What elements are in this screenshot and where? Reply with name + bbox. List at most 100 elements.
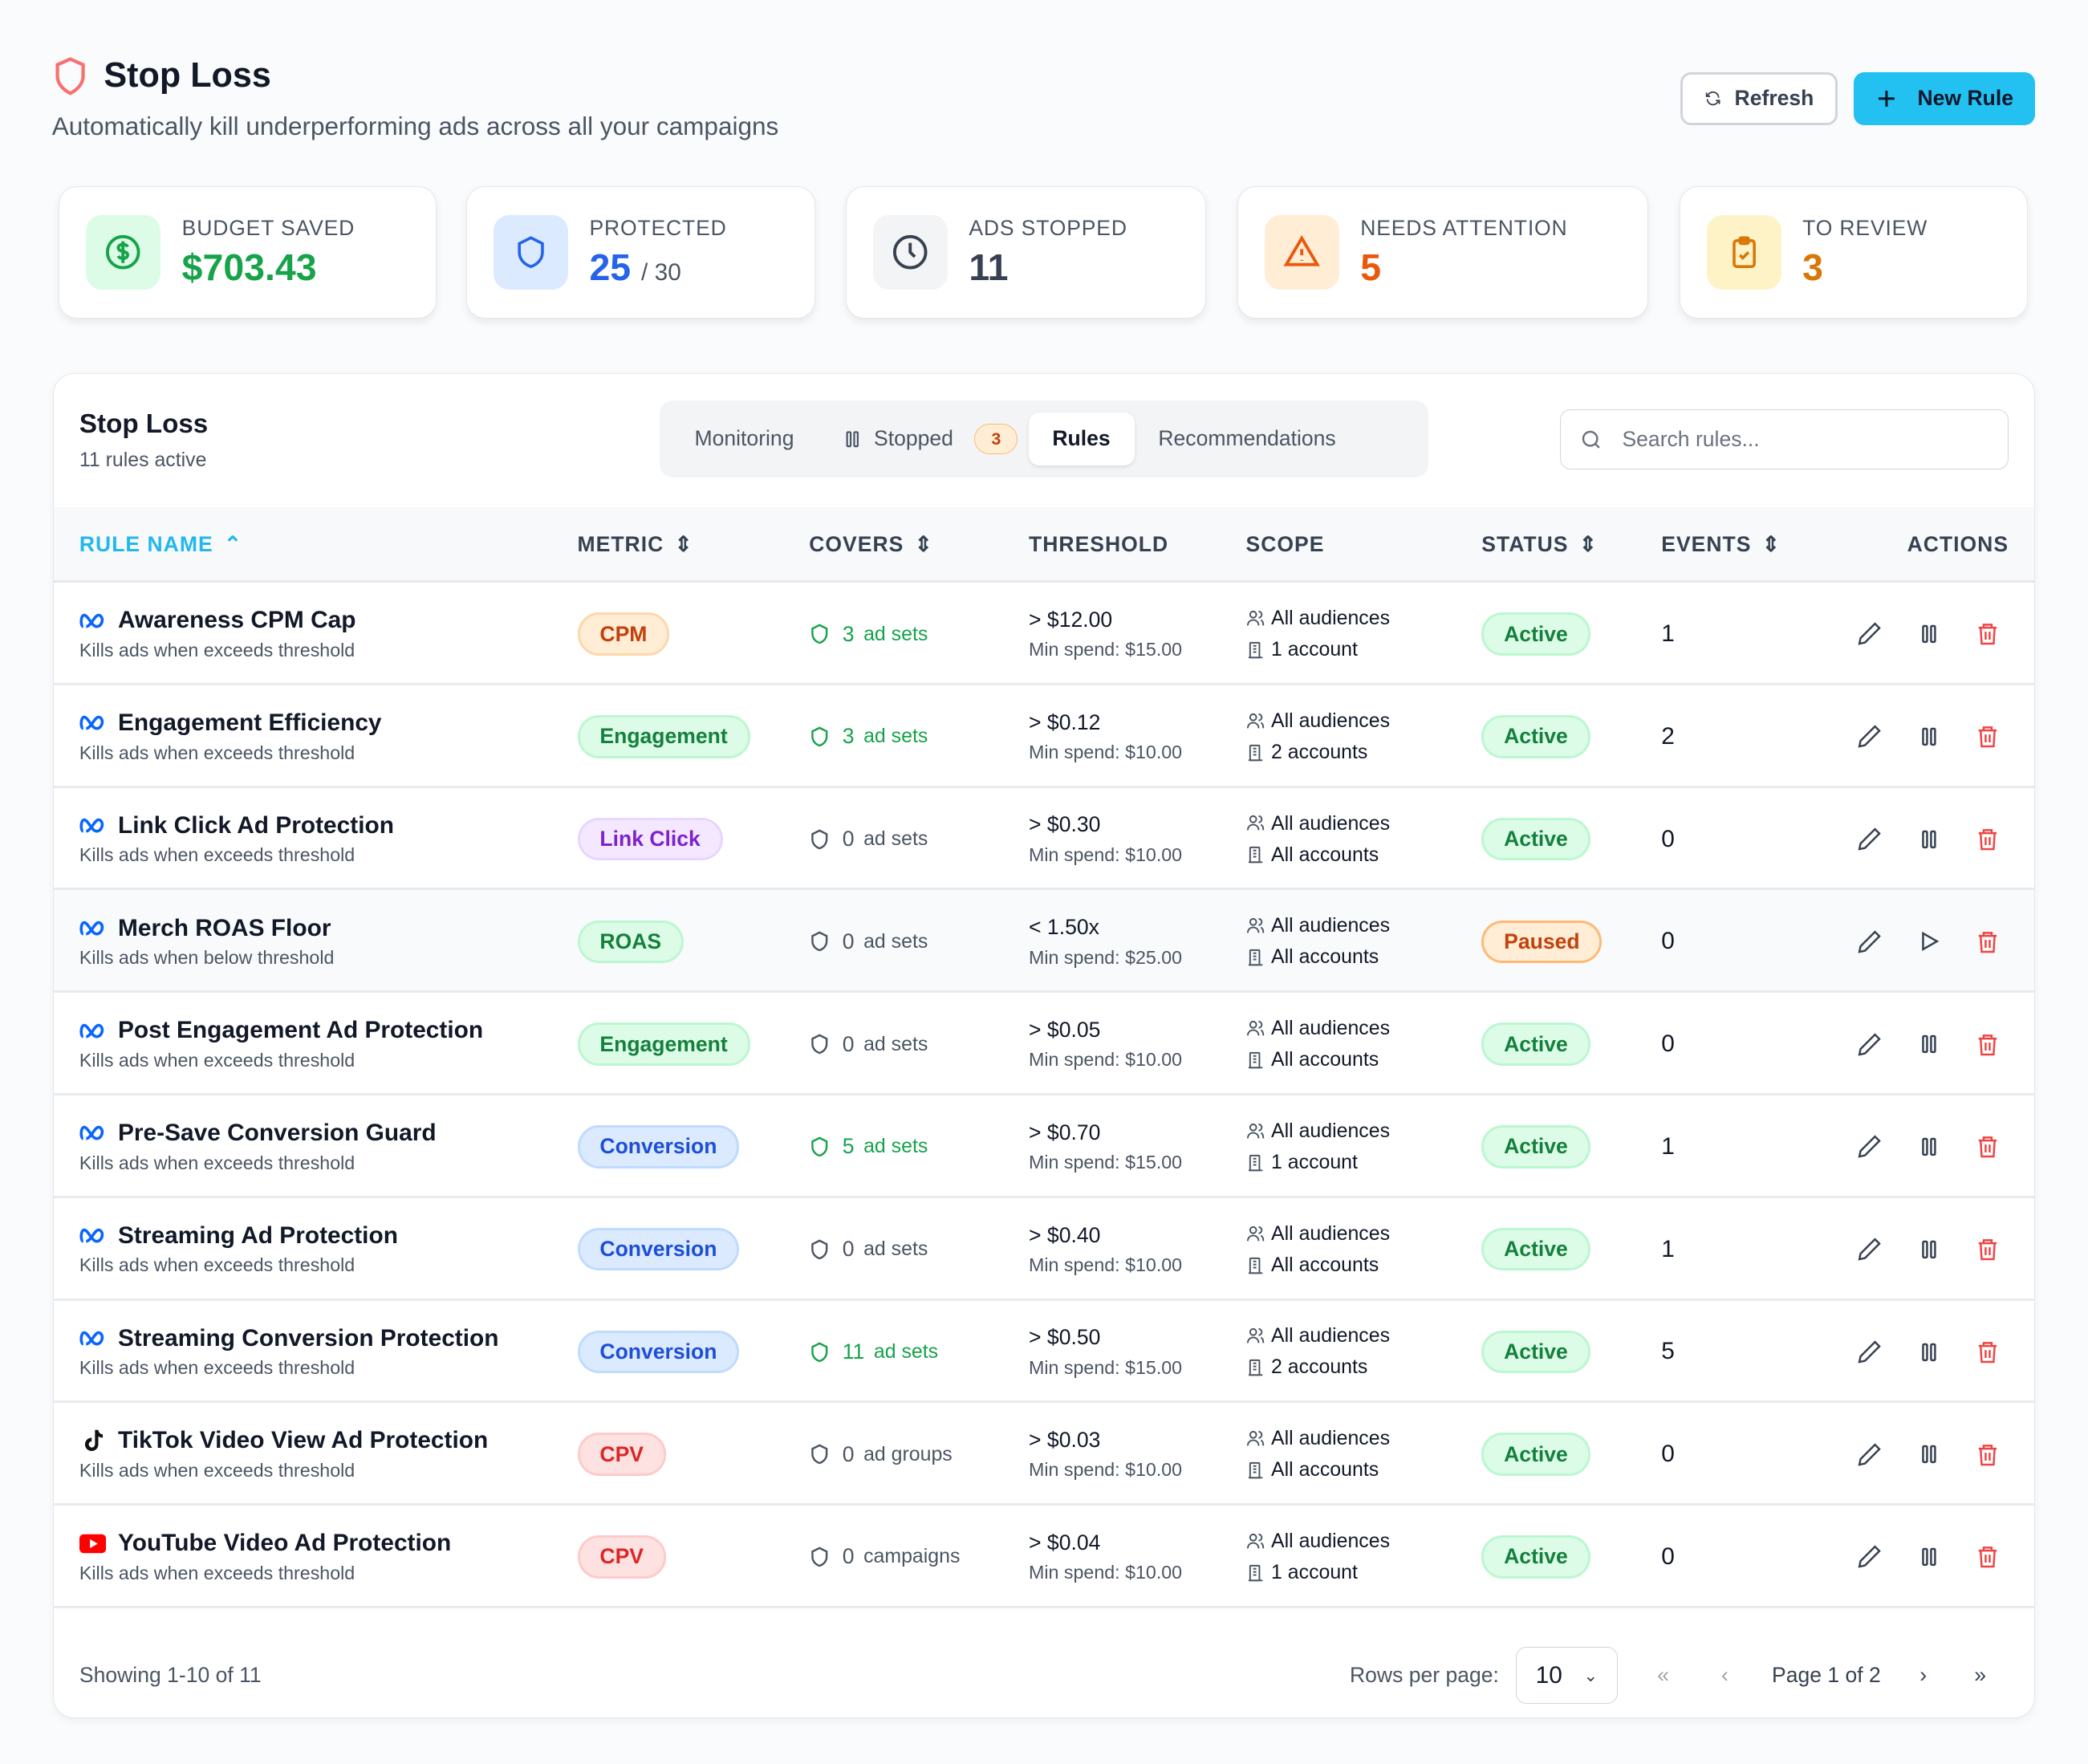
first-page-button[interactable]: «	[1657, 1662, 1670, 1687]
users-icon	[1246, 1123, 1264, 1139]
next-page-button[interactable]: ›	[1919, 1662, 1928, 1687]
col-events[interactable]: EVENTS ⇕	[1661, 507, 1781, 583]
prev-page-button[interactable]: ‹	[1720, 1662, 1728, 1687]
scope-cell: All audiences 1 account	[1246, 1506, 1390, 1608]
edit-pencil-icon[interactable]	[1856, 1441, 1883, 1468]
scope-accounts: All accounts	[1246, 1254, 1379, 1277]
edit-pencil-icon[interactable]	[1856, 1031, 1883, 1058]
rows-per-page-select[interactable]: 10 ⌄	[1516, 1647, 1618, 1705]
min-spend: Min spend: $10.00	[1029, 741, 1183, 762]
status-cell: Active	[1481, 1301, 1590, 1404]
edit-pencil-icon[interactable]	[1856, 826, 1883, 852]
scope-cell: All audiences 1 account	[1246, 583, 1390, 685]
rule-name[interactable]: Merch ROAS Floor	[79, 915, 331, 942]
pause-icon[interactable]	[1917, 1340, 1941, 1364]
tab-bar: Monitoring Stopped 3 Rules Recommendatio…	[660, 400, 1428, 478]
covers-cell: 11 ad sets	[809, 1301, 938, 1404]
pause-icon[interactable]	[1917, 1442, 1941, 1466]
tab-rules[interactable]: Rules	[1028, 412, 1135, 466]
metric-cell: CPV	[577, 1403, 666, 1506]
edit-pencil-icon[interactable]	[1856, 929, 1883, 955]
building-icon	[1248, 641, 1262, 659]
last-page-button[interactable]: »	[1974, 1662, 1986, 1687]
refresh-button[interactable]: Refresh	[1680, 71, 1838, 125]
rule-name-text: Link Click Ad Protection	[118, 811, 394, 839]
rule-name[interactable]: Post Engagement Ad Protection	[79, 1017, 483, 1044]
metric-badge: Conversion	[577, 1125, 740, 1169]
actions-cell	[1856, 1403, 2000, 1506]
status-badge: Active	[1481, 1227, 1590, 1271]
rule-name[interactable]: TikTok Video View Ad Protection	[79, 1427, 488, 1454]
edit-pencil-icon[interactable]	[1856, 723, 1883, 750]
col-metric[interactable]: METRIC ⇕	[578, 507, 693, 583]
trash-icon[interactable]	[1976, 1031, 2000, 1058]
metric-cell: Engagement	[577, 685, 750, 788]
pause-icon[interactable]	[1917, 1545, 1941, 1569]
play-icon[interactable]	[1917, 929, 1941, 953]
edit-pencil-icon[interactable]	[1856, 620, 1883, 647]
stat-value: 3	[1802, 246, 1928, 289]
threshold-value: < 1.50x	[1029, 915, 1099, 940]
rule-name[interactable]: YouTube Video Ad Protection	[79, 1530, 451, 1557]
actions-cell	[1856, 1506, 2000, 1608]
scope-accounts: 1 account	[1246, 1561, 1358, 1584]
min-spend: Min spend: $10.00	[1029, 1049, 1183, 1071]
search-icon	[1582, 430, 1601, 449]
new-rule-button[interactable]: New Rule	[1853, 71, 2035, 125]
accounts-text: All accounts	[1271, 1458, 1379, 1482]
edit-pencil-icon[interactable]	[1856, 1543, 1883, 1570]
trash-icon[interactable]	[1976, 1133, 2000, 1160]
stat-number: 25	[589, 246, 632, 289]
tab-recommendations[interactable]: Recommendations	[1135, 413, 1360, 465]
clock-icon	[872, 214, 948, 290]
trash-icon[interactable]	[1976, 723, 2000, 750]
trash-icon[interactable]	[1976, 826, 2000, 852]
rule-name[interactable]: Pre-Save Conversion Guard	[79, 1120, 437, 1147]
search-input[interactable]: Search rules...	[1560, 409, 2009, 470]
pause-icon[interactable]	[1917, 725, 1941, 749]
rule-name[interactable]: Engagement Efficiency	[79, 709, 382, 737]
rule-name[interactable]: Awareness CPM Cap	[79, 607, 356, 634]
rule-name[interactable]: Link Click Ad Protection	[79, 812, 394, 839]
stopped-count-badge: 3	[974, 423, 1018, 454]
table-row: TikTok Video View Ad Protection Kills ad…	[54, 1403, 2034, 1506]
actions-cell	[1856, 1198, 2000, 1301]
pause-icon[interactable]	[1917, 827, 1941, 852]
covers-unit: ad groups	[863, 1442, 953, 1465]
edit-pencil-icon[interactable]	[1856, 1133, 1883, 1160]
trash-icon[interactable]	[1976, 1543, 2000, 1570]
audiences-text: All audiences	[1271, 811, 1391, 835]
col-label: RULE NAME	[79, 532, 213, 557]
trash-icon[interactable]	[1976, 1441, 2000, 1468]
trash-icon[interactable]	[1976, 620, 2000, 647]
scope-audiences: All audiences	[1246, 914, 1390, 937]
col-covers[interactable]: COVERS ⇕	[809, 507, 933, 583]
tab-stopped[interactable]: Stopped 3	[818, 413, 1023, 465]
rule-name[interactable]: Streaming Ad Protection	[79, 1222, 398, 1250]
pause-icon[interactable]	[1917, 1135, 1941, 1159]
tab-monitoring[interactable]: Monitoring	[671, 413, 819, 465]
col-status[interactable]: STATUS ⇕	[1481, 507, 1598, 583]
showing-count: Showing 1-10 of 11	[79, 1662, 262, 1687]
trash-icon[interactable]	[1976, 1339, 2000, 1365]
covers-unit: ad sets	[873, 1339, 939, 1363]
trash-icon[interactable]	[1976, 1236, 2000, 1262]
table-row: Engagement Efficiency Kills ads when exc…	[54, 685, 2034, 788]
trash-icon[interactable]	[1976, 929, 2000, 955]
col-rule-name[interactable]: RULE NAME ⌃	[79, 507, 242, 583]
threshold-cell: > $0.03 Min spend: $10.00	[1029, 1403, 1182, 1506]
edit-pencil-icon[interactable]	[1856, 1236, 1883, 1262]
scope-audiences: All audiences	[1246, 709, 1390, 733]
pause-icon[interactable]	[1917, 1032, 1941, 1056]
status-cell: Active	[1481, 1198, 1590, 1301]
rule-description: Kills ads when exceeds threshold	[79, 639, 355, 660]
pause-icon[interactable]	[1917, 622, 1941, 646]
pause-icon[interactable]	[1917, 1238, 1941, 1262]
status-badge: Active	[1481, 1022, 1590, 1066]
tab-label: Recommendations	[1158, 426, 1336, 451]
rule-name[interactable]: Streaming Conversion Protection	[79, 1325, 499, 1352]
status-cell: Active	[1481, 685, 1590, 788]
covers-count: 0	[842, 1544, 855, 1569]
edit-pencil-icon[interactable]	[1856, 1339, 1883, 1365]
metric-badge: Engagement	[577, 1022, 750, 1066]
